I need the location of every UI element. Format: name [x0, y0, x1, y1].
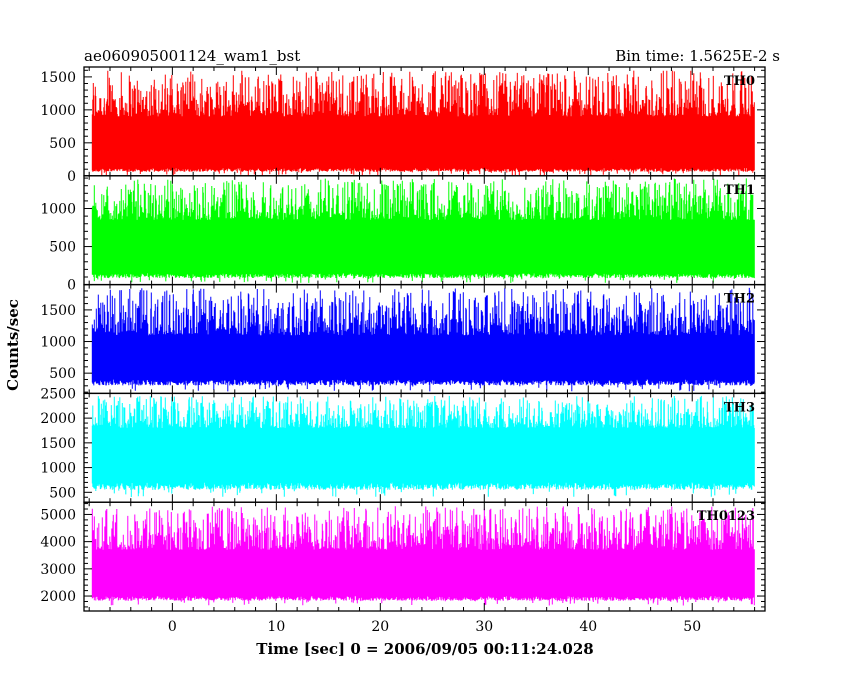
series-th0123 [91, 506, 755, 606]
y-axis-title: Counts/sec [4, 299, 22, 391]
x-tick-label: 30 [475, 619, 493, 635]
y-tick-label: 1000 [40, 335, 76, 351]
y-tick-label: 500 [49, 240, 76, 256]
panel-label: TH0123 [697, 509, 755, 524]
x-axis-title: Time [sec] 0 = 2006/09/05 00:11:24.028 [256, 640, 593, 658]
y-tick-label: 1000 [40, 461, 76, 477]
y-tick-label: 1000 [40, 103, 76, 119]
y-tick-label: 0 [67, 278, 76, 294]
series-th2 [91, 287, 755, 392]
y-tick-label: 1500 [40, 436, 76, 452]
y-tick-label: 500 [49, 485, 76, 501]
panel-label: TH0 [724, 74, 755, 89]
x-tick-label: 20 [371, 619, 389, 635]
panel-th1: 0 500 1000 TH1 [40, 175, 766, 294]
x-tick-label: 0 [168, 619, 177, 635]
series-th0 [91, 70, 755, 176]
panel-label: TH2 [724, 292, 755, 307]
panel-th0: 0 500 1000 1500 TH0 [40, 66, 766, 185]
y-tick-label: 2000 [40, 411, 76, 427]
panels-group: 0 500 1000 1500 TH0 0 500 1000 TH1 500 1000 1500 TH2… [40, 66, 766, 612]
panel-frame [83, 501, 766, 612]
y-tick-label: 500 [49, 366, 76, 382]
y-tick-label: 4000 [40, 535, 76, 551]
y-tick-label: 1500 [40, 303, 76, 319]
x-tick-label: 50 [683, 619, 701, 635]
y-tick-label: 2000 [40, 589, 76, 605]
x-tick-label: 10 [267, 619, 285, 635]
y-tick-label: 1000 [40, 202, 76, 218]
y-tick-label: 500 [49, 136, 76, 152]
series-th3 [91, 395, 755, 497]
panel-th2: 500 1000 1500 TH2 [40, 283, 766, 395]
x-axis: 0 10 20 30 40 50 [168, 619, 701, 635]
series-th1 [91, 178, 755, 283]
panel-th0123: 2000 3000 4000 5000 TH0123 [40, 501, 766, 612]
panel-th3: 500 1000 1500 2000 2500 TH3 [40, 386, 766, 503]
panel-label: TH1 [724, 183, 755, 198]
y-tick-label: 1500 [40, 70, 76, 86]
panel-label: TH3 [724, 400, 755, 415]
bin-time-label: Bin time: 1.5625E-2 s [615, 47, 780, 65]
x-tick-label: 40 [579, 619, 597, 635]
y-tick-label: 2500 [40, 386, 76, 402]
chart-title: ae060905001124_wam1_bst [84, 47, 300, 65]
y-tick-label: 0 [67, 169, 76, 185]
y-tick-label: 3000 [40, 562, 76, 578]
y-tick-label: 5000 [40, 507, 76, 523]
